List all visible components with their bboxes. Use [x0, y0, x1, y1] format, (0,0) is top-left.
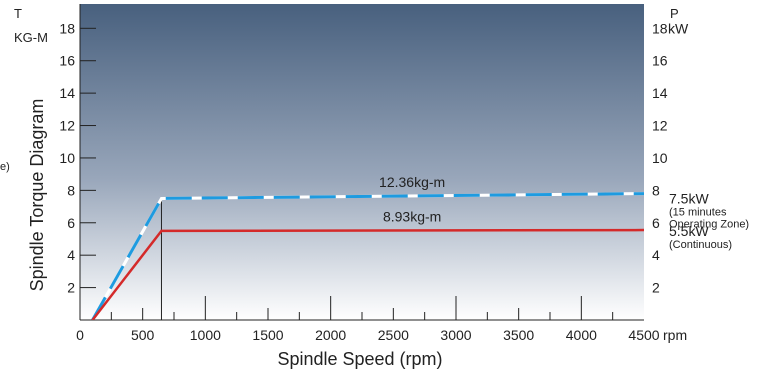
annotation-a55: 5.5kW(Continuous) — [669, 223, 732, 251]
x-tick-label: 0 — [76, 327, 84, 343]
x-axis-unit: rpm — [663, 327, 687, 343]
x-tick-label: 1500 — [252, 327, 283, 343]
annotation-line: 7.5kW — [669, 190, 709, 206]
annotation-line: 5.5kW — [669, 223, 709, 239]
left-axis-unit: KG-M — [14, 30, 48, 45]
right-tick-label: 4 — [652, 247, 660, 263]
right-tick-label: 2 — [652, 280, 660, 296]
right-tick-label: 8 — [652, 182, 660, 198]
right-axis-title: P — [670, 6, 679, 21]
right-axis-unit: kW — [668, 20, 689, 36]
x-tick-label: 2000 — [315, 327, 346, 343]
left-tick-label: 4 — [67, 247, 75, 263]
x-tick-label: 3000 — [440, 327, 471, 343]
x-axis-title: Spindle Speed (rpm) — [277, 349, 442, 369]
right-tick-label: 10 — [652, 150, 668, 166]
left-axis-title: T — [14, 6, 22, 21]
series-continuous-15min-line — [91, 192, 644, 320]
right-tick-label: 6 — [652, 215, 660, 231]
left-tick-label: 14 — [59, 85, 75, 101]
left-tick-label: 10 — [59, 150, 75, 166]
axes — [79, 4, 644, 321]
series-label: 8.93kg-m — [383, 208, 441, 224]
series-layer — [91, 192, 644, 320]
left-tick-label: 8 — [67, 182, 75, 198]
x-tick-label: 500 — [131, 327, 155, 343]
x-tick-label: 4500 — [628, 327, 659, 343]
x-tick-label: 2500 — [378, 327, 409, 343]
right-tick-label: 18 — [652, 20, 668, 36]
right-tick-label: 16 — [652, 53, 668, 69]
annotation-line: Operating Zone) — [669, 218, 749, 230]
left-tick-label: 12 — [59, 118, 75, 134]
partial-left-text: e) — [0, 161, 10, 173]
left-tick-label: 2 — [67, 280, 75, 296]
y-axis-title: Spindle Torque Diagram — [27, 99, 47, 292]
left-tick-label: 18 — [59, 20, 75, 36]
left-tick-label: 6 — [67, 215, 75, 231]
series-label: 12.36kg-m — [379, 174, 445, 190]
annotation-line: (Continuous) — [669, 239, 732, 251]
x-tick-label: 3500 — [503, 327, 534, 343]
x-tick-label: 1000 — [190, 327, 221, 343]
annotation-line: (15 minutes — [669, 206, 727, 218]
x-tick-label: 4000 — [566, 327, 597, 343]
plot-background — [80, 4, 644, 320]
right-tick-label: 14 — [652, 85, 668, 101]
right-tick-label: 12 — [652, 118, 668, 134]
left-tick-label: 16 — [59, 53, 75, 69]
